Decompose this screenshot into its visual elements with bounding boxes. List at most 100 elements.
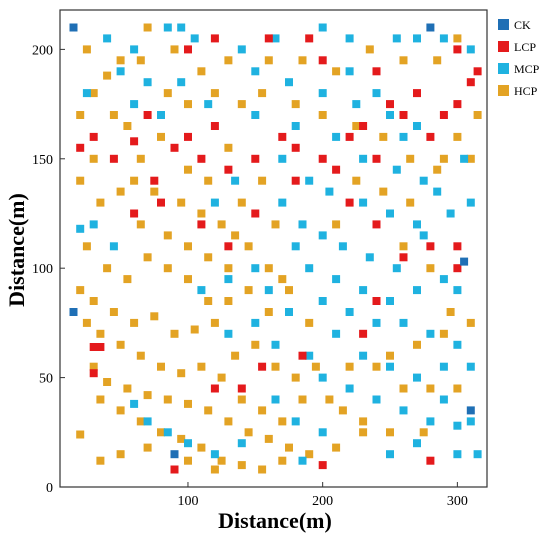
point-mcp [318, 23, 327, 32]
point-hcp [345, 362, 354, 371]
point-hcp [311, 362, 320, 371]
point-mcp [318, 428, 327, 437]
point-mcp [163, 23, 172, 32]
axes-layer: 100 200 300 0 50 100 150 200 [32, 43, 468, 509]
point-hcp [406, 198, 415, 207]
point-hcp [217, 373, 226, 382]
point-hcp [136, 351, 145, 360]
point-hcp [163, 264, 172, 273]
point-lcp [453, 242, 462, 251]
point-hcp [157, 132, 165, 141]
point-hcp [359, 417, 368, 426]
point-lcp [197, 220, 206, 229]
point-hcp [305, 450, 314, 459]
point-hcp [177, 198, 186, 207]
point-mcp [237, 439, 246, 448]
point-hcp [143, 23, 152, 32]
point-hcp [318, 111, 327, 119]
point-lcp [170, 465, 179, 474]
point-hcp [413, 340, 421, 349]
point-hcp [379, 132, 388, 141]
point-mcp [285, 308, 293, 316]
point-hcp [89, 89, 98, 98]
x-tick-label: 100 [177, 494, 198, 509]
point-mcp [453, 340, 462, 349]
point-hcp [96, 198, 105, 207]
point-mcp [305, 351, 314, 360]
point-mcp [392, 34, 401, 43]
point-hcp [258, 89, 267, 98]
point-hcp [231, 351, 240, 360]
point-hcp [258, 176, 267, 185]
point-mcp [426, 417, 435, 426]
legend-label-ck: CK [514, 18, 531, 32]
point-mcp [392, 264, 401, 273]
point-hcp [433, 165, 442, 174]
point-mcp [177, 23, 186, 32]
point-lcp [184, 45, 192, 54]
point-hcp [278, 456, 287, 465]
point-hcp [184, 456, 192, 465]
point-lcp [278, 132, 287, 141]
point-mcp [177, 78, 186, 87]
point-hcp [406, 154, 415, 163]
point-mcp [278, 154, 287, 163]
point-mcp [143, 78, 152, 87]
legend-swatch-mcp [498, 63, 509, 74]
point-mcp [157, 111, 165, 119]
point-ck [460, 257, 469, 266]
point-hcp [224, 417, 233, 426]
point-lcp [109, 154, 118, 163]
point-hcp [96, 395, 105, 404]
point-mcp [413, 286, 421, 295]
point-lcp [291, 143, 300, 152]
point-hcp [298, 395, 307, 404]
y-tick-label: 50 [39, 372, 53, 387]
point-hcp [123, 275, 132, 284]
point-mcp [82, 89, 91, 98]
point-hcp [82, 45, 91, 54]
point-hcp [237, 461, 246, 470]
point-hcp [170, 329, 179, 338]
point-hcp [264, 264, 273, 273]
point-mcp [190, 34, 199, 43]
point-hcp [116, 340, 125, 349]
point-mcp [271, 340, 280, 349]
point-hcp [130, 176, 139, 185]
point-hcp [116, 56, 125, 65]
point-lcp [386, 100, 394, 109]
point-mcp [130, 45, 139, 54]
point-mcp [439, 362, 448, 371]
point-hcp [103, 71, 112, 80]
point-hcp [210, 318, 219, 327]
point-hcp [136, 56, 145, 65]
plot-area [59, 9, 488, 488]
point-mcp [345, 308, 354, 316]
point-lcp [466, 78, 475, 87]
point-hcp [150, 312, 159, 321]
point-hcp [224, 297, 233, 305]
point-hcp [184, 275, 192, 284]
point-hcp [136, 220, 145, 229]
point-lcp [426, 456, 435, 465]
point-mcp [392, 165, 401, 174]
point-hcp [136, 154, 145, 163]
point-hcp [204, 406, 213, 415]
point-mcp [359, 154, 368, 163]
point-mcp [466, 45, 475, 54]
point-lcp [332, 165, 341, 174]
point-hcp [184, 399, 192, 408]
point-mcp [413, 373, 421, 382]
point-hcp [426, 264, 435, 273]
point-hcp [116, 450, 125, 459]
point-hcp [264, 56, 273, 65]
point-mcp [318, 231, 327, 240]
point-lcp [210, 122, 219, 130]
point-hcp [244, 286, 253, 295]
point-lcp [291, 176, 300, 185]
point-hcp [285, 286, 293, 295]
point-lcp [89, 132, 98, 141]
point-hcp [150, 187, 159, 196]
